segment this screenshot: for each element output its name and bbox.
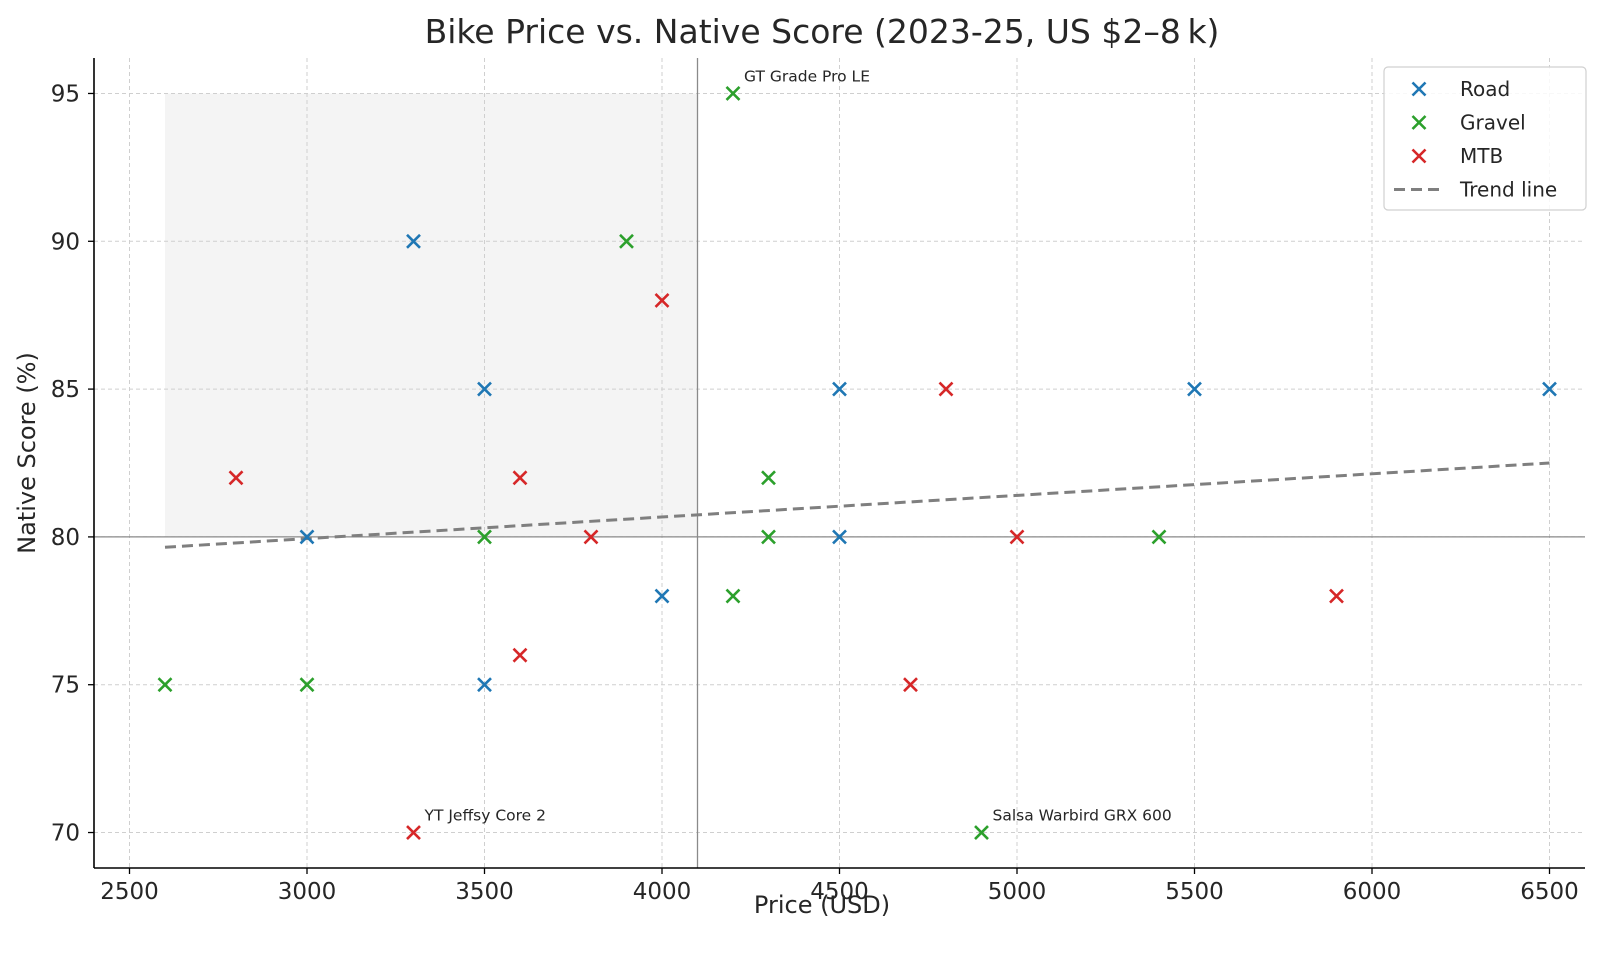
shaded-region-layer (165, 93, 698, 537)
legend-marker-mtb (1411, 148, 1427, 164)
shaded-region (165, 93, 698, 537)
point-gravel (725, 86, 741, 101)
x-axis-label: Price (USD) (754, 891, 890, 919)
annotations-layer: GT Grade Pro LE YT Jeffsy Core 2 Salsa War… (424, 67, 1172, 824)
trend-line (164, 461, 1550, 549)
legend-marker-road (1411, 81, 1427, 97)
legend-box (1383, 66, 1587, 211)
x-tick-label: 3000 (278, 879, 337, 905)
point-road (1542, 381, 1557, 397)
point-gravel (477, 529, 492, 545)
point-gravel (761, 529, 776, 545)
point-mtb (512, 470, 528, 486)
point-mtb (228, 470, 244, 486)
point-gravel (619, 233, 634, 249)
x-tick-label: 2500 (100, 879, 159, 905)
x-tick-label: 5500 (1165, 879, 1224, 905)
x-tick-label: 4000 (633, 879, 692, 905)
point-gravel (299, 677, 315, 693)
point-mtb (583, 529, 599, 545)
legend-label: Gravel (1460, 111, 1526, 135)
legend-label: Road (1460, 77, 1510, 101)
y-tick-label: 85 (51, 377, 80, 403)
point-mtb (1009, 529, 1025, 545)
annotation-label: GT Grade Pro LE (744, 67, 870, 85)
y-tick-label: 95 (51, 81, 80, 107)
x-tick-label: 6500 (1520, 879, 1579, 905)
y-tick-label: 70 (51, 821, 80, 847)
point-road (1187, 381, 1202, 397)
trend-line-layer (164, 461, 1550, 549)
point-mtb (903, 677, 918, 693)
ticks-layer: 2500 3000 3500 4000 4500 5000 5500 6000 6500 70 75… (51, 81, 1579, 905)
point-road (299, 529, 315, 545)
legend: Road Gravel MTB Trend line (1383, 66, 1587, 211)
x-tick-label: 3500 (455, 879, 514, 905)
y-tick-label: 80 (51, 525, 80, 551)
annotation-label: Salsa Warbird GRX 600 (993, 807, 1172, 825)
chart-title: Bike Price vs. Native Score (2023-25, US… (425, 12, 1220, 51)
y-tick-label: 75 (51, 673, 80, 699)
point-gravel (157, 677, 173, 693)
point-gravel (974, 825, 989, 840)
y-tick-label: 90 (51, 229, 80, 255)
point-gravel (725, 588, 741, 604)
point-road (832, 529, 847, 545)
point-mtb (1329, 588, 1344, 604)
point-road (832, 381, 847, 397)
point-road (654, 588, 670, 604)
point-road (406, 233, 421, 249)
point-mtb (512, 647, 528, 663)
point-mtb (938, 381, 954, 397)
point-gravel (1151, 529, 1167, 545)
legend-label: MTB (1460, 144, 1503, 168)
x-tick-label: 4500 (810, 879, 869, 905)
legend-marker-gravel (1411, 115, 1427, 130)
point-road (477, 381, 492, 397)
x-tick-label: 6000 (1343, 879, 1402, 905)
point-road (477, 677, 492, 693)
legend-label: Trend line (1459, 178, 1557, 202)
point-mtb (654, 292, 670, 308)
y-axis-label: Native Score (%) (13, 352, 41, 554)
point-gravel (761, 470, 776, 486)
annotation-label: YT Jeffsy Core 2 (424, 807, 547, 825)
point-mtb (406, 825, 421, 840)
x-tick-label: 5000 (988, 879, 1047, 905)
data-points-layer (157, 86, 1557, 840)
